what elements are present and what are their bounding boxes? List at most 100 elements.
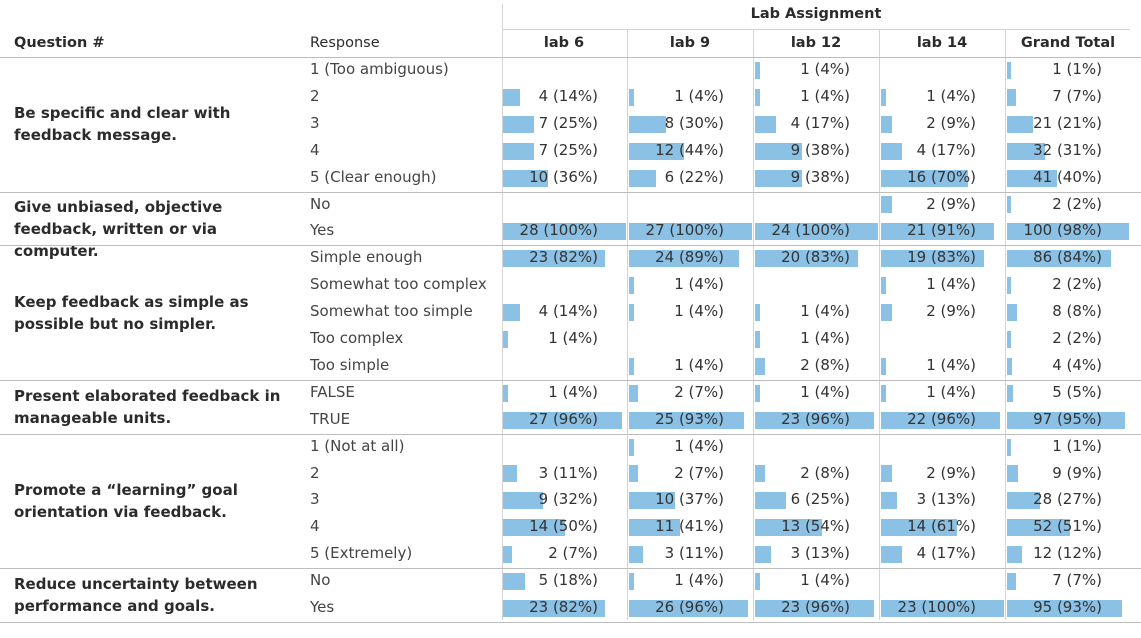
cell-value: 2 (7%) (548, 544, 598, 563)
cell-bar (755, 169, 803, 187)
cell-bar (1007, 411, 1125, 429)
cell-value: 16 (70%) (907, 167, 976, 186)
cell-bar (503, 330, 508, 348)
cell-bar (1007, 546, 1022, 564)
response-label: Yes (310, 598, 335, 616)
response-label: Somewhat too complex (310, 275, 487, 294)
cell-value: 7 (7%) (1052, 86, 1102, 105)
cell-bar (1007, 357, 1012, 375)
cell-value: 4 (14%) (538, 302, 598, 321)
cell-bar (881, 196, 893, 214)
cell-bar (503, 115, 534, 133)
question-label: Reduce uncertainty between performance a… (14, 575, 258, 615)
cell-bar (881, 169, 968, 187)
cell-value: 3 (13%) (790, 544, 850, 563)
group-separator (0, 380, 1141, 381)
cell-value: 1 (4%) (926, 382, 976, 401)
cell-value: 2 (9%) (926, 113, 976, 132)
cell-bar (881, 546, 903, 564)
cell-bar (755, 465, 765, 483)
cell-bar (1007, 250, 1112, 268)
cell-bar (503, 384, 508, 402)
cell-value: 1 (4%) (674, 355, 724, 374)
cell-bar (629, 223, 752, 241)
cell-value: 8 (8%) (1052, 302, 1102, 321)
response-label: Too simple (310, 355, 390, 374)
cell-value: 6 (25%) (790, 490, 850, 509)
cell-bar (629, 88, 634, 106)
cell-value: 1 (4%) (674, 275, 724, 294)
cell-value: 2 (9%) (926, 302, 976, 321)
cell-bar (755, 142, 803, 160)
cell-bar (629, 411, 745, 429)
response-label: 5 (Extremely) (310, 544, 413, 563)
header-divider (502, 29, 1130, 30)
cell-value: 7 (7%) (1052, 571, 1102, 590)
column-header-lab-12: lab 12 (790, 35, 842, 51)
cell-value: 28 (100%) (519, 221, 598, 240)
cell-bar (881, 115, 893, 133)
cell-bar (881, 250, 984, 268)
response-label: TRUE (310, 409, 351, 428)
cell-value: 23 (82%) (529, 248, 598, 267)
cell-value: 10 (36%) (529, 167, 598, 186)
cell-bar (1007, 573, 1016, 591)
column-group-header: Lab Assignment (750, 6, 882, 22)
question-label: Keep feedback as simple as possible but … (14, 292, 249, 333)
cell-value: 1 (4%) (674, 86, 724, 105)
response-label: 4 (310, 140, 320, 159)
cell-bar (629, 465, 638, 483)
cell-value: 2 (9%) (926, 194, 976, 213)
cell-value: 4 (4%) (1052, 355, 1102, 374)
question-label: Promote a “learning” goal orientation vi… (14, 480, 238, 521)
cell-bar (755, 546, 772, 564)
cell-bar (755, 599, 875, 617)
cell-value: 95 (93%) (1033, 598, 1102, 616)
cell-value: 22 (96%) (907, 409, 976, 428)
cell-value: 3 (13%) (916, 490, 976, 509)
response-label: 1 (Not at all) (310, 436, 405, 455)
cell-bar (755, 88, 760, 106)
cell-bar (1007, 223, 1129, 241)
group-separator (0, 245, 1141, 246)
cell-bar (1007, 599, 1123, 617)
column-separator (502, 4, 503, 620)
cell-value: 1 (4%) (926, 86, 976, 105)
cell-bar (503, 465, 517, 483)
column-separator (879, 30, 880, 620)
cell-bar (1007, 519, 1071, 537)
cell-value: 7 (25%) (538, 113, 598, 132)
cell-bar (1007, 465, 1019, 483)
response-label: 3 (310, 113, 320, 132)
cell-value: 2 (9%) (926, 463, 976, 482)
cell-bar (881, 519, 957, 537)
cell-bar (503, 250, 605, 268)
cell-bar (1007, 277, 1011, 295)
cell-bar (755, 223, 878, 241)
cell-value: 86 (84%) (1033, 248, 1102, 267)
cell-value: 1 (4%) (800, 302, 850, 321)
cell-bar (629, 546, 643, 564)
question-label: Present elaborated feedback in manageabl… (14, 386, 281, 427)
column-header-lab-9: lab 9 (669, 35, 711, 51)
cell-bar (881, 277, 886, 295)
cell-value: 7 (25%) (538, 140, 598, 159)
cell-value: 24 (100%) (771, 221, 850, 240)
cell-bar (629, 573, 634, 591)
group-separator (0, 568, 1141, 569)
cell-value: 21 (21%) (1033, 113, 1102, 132)
cell-value: 4 (17%) (916, 544, 976, 563)
cell-bar (755, 330, 760, 348)
cell-bar (503, 223, 626, 241)
cell-bar (755, 357, 765, 375)
cell-bar (629, 115, 667, 133)
cell-value: 1 (4%) (674, 571, 724, 590)
group-separator (0, 192, 1141, 193)
response-label: 2 (310, 463, 320, 482)
response-label: FALSE (310, 382, 355, 401)
cell-bar (629, 250, 740, 268)
cell-value: 4 (17%) (916, 140, 976, 159)
cell-bar (629, 492, 675, 510)
cell-value: 23 (100%) (897, 598, 976, 616)
cell-value: 23 (82%) (529, 598, 598, 616)
